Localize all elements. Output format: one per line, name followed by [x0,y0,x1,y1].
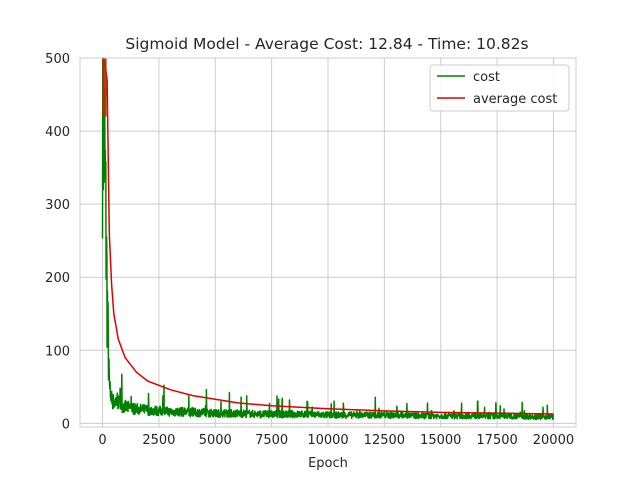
x-tick-label: 5000 [199,433,232,448]
legend-label-cost: cost [473,70,500,85]
series-line-cost [101,57,555,421]
legend-label-average-cost: average cost [473,92,557,107]
x-tick-label: 0 [98,433,106,448]
y-tick-label: 0 [62,417,70,432]
x-tick-label: 2500 [142,433,175,448]
x-tick-label: 20000 [533,433,574,448]
x-tick-label: 12500 [364,433,405,448]
y-tick-label: 100 [45,344,70,359]
chart-title: Sigmoid Model - Average Cost: 12.84 - Ti… [125,35,528,53]
y-tick-labels: 0 100 200 300 400 500 [45,52,70,432]
y-tick-label: 200 [45,271,70,286]
average-cost-clipped-segment [102,58,107,117]
x-tick-label: 17500 [476,433,517,448]
series-layer [101,57,555,421]
x-tick-label: 10000 [307,433,348,448]
y-tick-label: 500 [45,52,70,67]
x-tick-label: 7500 [255,433,288,448]
plot-frame [79,57,577,428]
y-tick-label: 400 [45,125,70,140]
y-tick-label: 300 [45,198,70,213]
x-tick-label: 15000 [420,433,461,448]
x-tick-labels: 0 2500 5000 7500 10000 12500 15000 17500 20000 [98,433,574,448]
x-axis-label: Epoch [308,456,348,471]
legend: cost average cost [429,64,570,112]
series-line-average-cost [101,57,554,415]
